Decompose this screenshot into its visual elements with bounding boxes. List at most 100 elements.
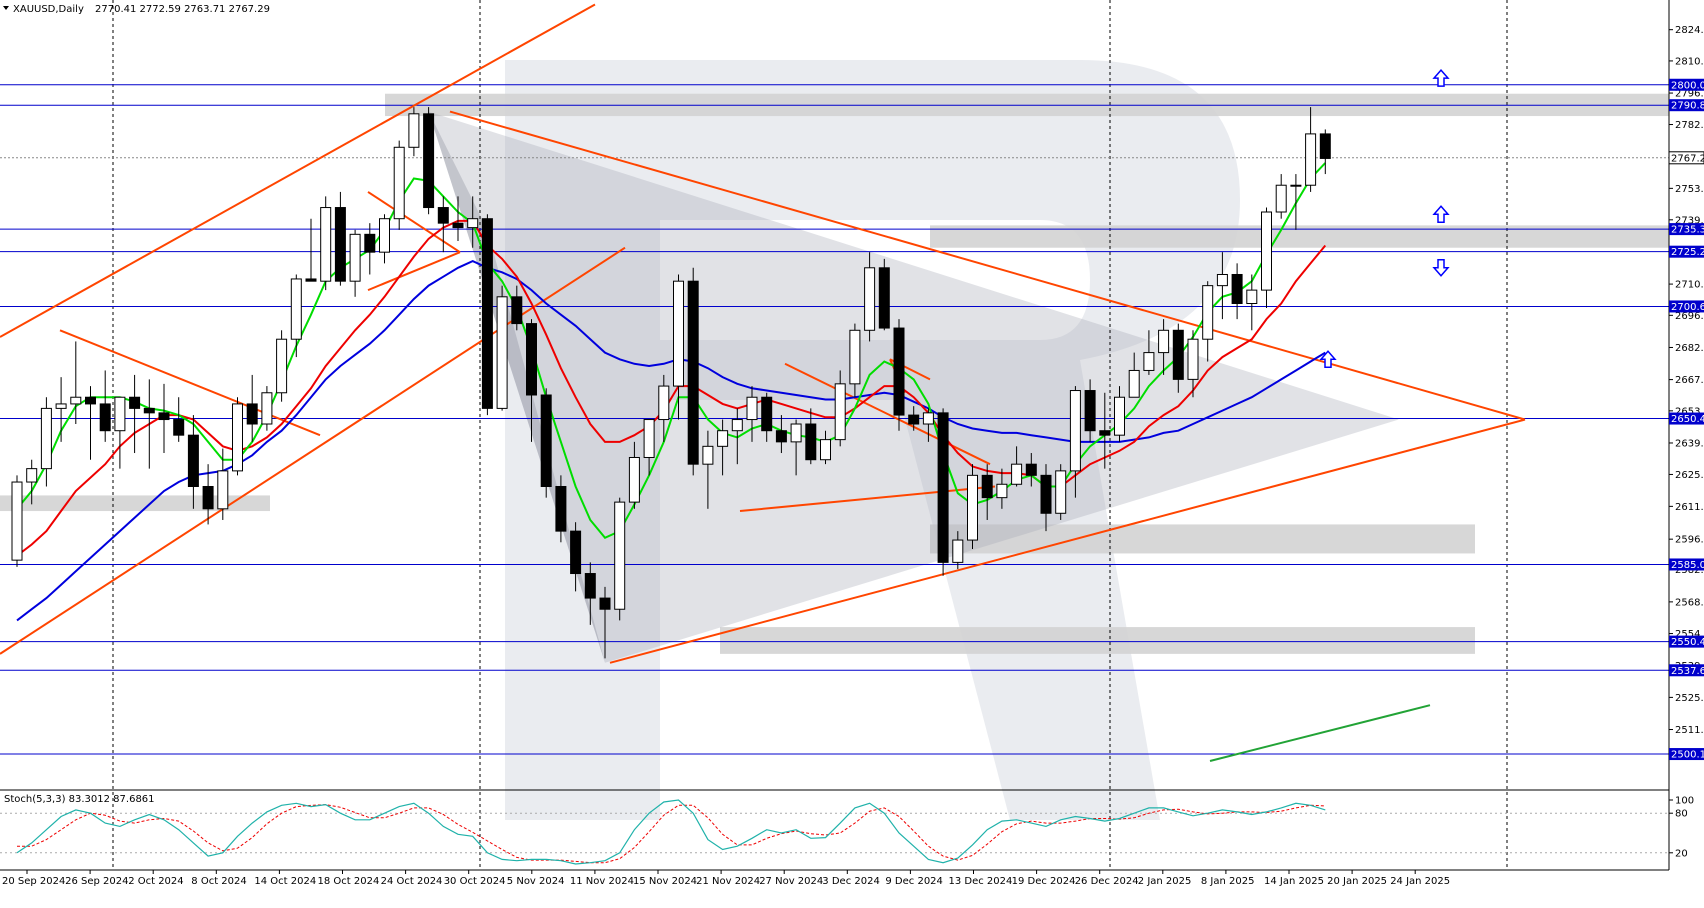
- price-tick-label: 2582.70: [1675, 565, 1704, 576]
- time-tick-label: 13 Dec 2024: [949, 876, 1013, 887]
- candle-body: [658, 385, 670, 421]
- candle-body: [864, 267, 876, 331]
- time-tick-label: 26 Sep 2024: [65, 876, 128, 887]
- level-price-tag: [1669, 412, 1704, 425]
- candle-body: [467, 218, 479, 229]
- symbol-label: XAUUSD,Daily: [13, 4, 84, 15]
- time-tick-label: 20 Jan 2025: [1327, 876, 1387, 887]
- trend-line: [59, 329, 321, 437]
- price-tick-label: 2782.20: [1675, 120, 1704, 131]
- trend-line: [449, 110, 1526, 421]
- trend-line-green: [1209, 704, 1431, 762]
- candle-body: [643, 419, 655, 458]
- candle-body: [496, 296, 508, 409]
- candle-body: [1025, 463, 1037, 476]
- level-price-tag: [1669, 664, 1704, 677]
- candle-body: [746, 396, 758, 421]
- candle-body: [717, 430, 729, 447]
- time-tick-label: 27 Nov 2024: [759, 876, 823, 887]
- candle-body: [937, 412, 949, 563]
- price-tick-label: 2696.70: [1675, 311, 1704, 322]
- price-tick-label: 2710.70: [1675, 280, 1704, 291]
- time-tick-label: 24 Jan 2025: [1390, 876, 1450, 887]
- candle-body: [731, 419, 743, 432]
- level-price-label: 2725.22: [1671, 247, 1704, 258]
- candle-body: [1275, 184, 1287, 213]
- price-tick-label: 2682.30: [1675, 343, 1704, 354]
- price-axis: 2511.102525.502539.802554.102568.302582.…: [1668, 25, 1704, 859]
- stoch-tick-label: 80: [1675, 809, 1688, 820]
- candle-body: [967, 474, 978, 541]
- price-tick-label: 2625.40: [1675, 470, 1704, 481]
- trend-line: [367, 191, 461, 254]
- level-price-tag: [1669, 223, 1704, 236]
- arrow-up-icon: [1319, 350, 1337, 369]
- price-tick-label: 2810.70: [1675, 56, 1704, 67]
- candle-body: [334, 207, 346, 282]
- trend-line: [0, 3, 596, 338]
- stoch-tick-label: 20: [1675, 848, 1688, 859]
- arrow-up-icon: [1432, 205, 1450, 223]
- time-axis: 20 Sep 2024 26 Sep 2024 2 Oct 2024 8 Oct 20…: [2, 870, 1450, 887]
- candle-body: [1055, 470, 1067, 514]
- price-levels: [0, 84, 1669, 755]
- price-tick-label: 2653.90: [1675, 406, 1704, 417]
- candle-body: [290, 278, 302, 340]
- time-tick-label: 3 Dec 2024: [822, 876, 880, 887]
- arrow-down-icon: [1432, 259, 1450, 277]
- level-price-tag: [1669, 748, 1704, 761]
- candle-body: [1158, 329, 1170, 354]
- time-tick-label: 14 Jan 2025: [1264, 876, 1324, 887]
- level-price-label: 2700.68: [1671, 302, 1704, 313]
- level-zone: [930, 225, 1669, 248]
- candle-body: [511, 296, 523, 325]
- candle-body: [452, 222, 464, 229]
- candle-body: [99, 403, 111, 432]
- level-price-label: 2790.86: [1671, 101, 1704, 112]
- current-price-tag: [1668, 151, 1704, 165]
- signal-arrows: [1319, 68, 1450, 369]
- candle-body: [437, 207, 449, 224]
- candle-body: [393, 146, 405, 220]
- candle-body: [55, 403, 67, 409]
- candle-body: [1099, 430, 1111, 436]
- collapse-triangle-icon[interactable]: [3, 6, 9, 10]
- candle-body: [1261, 211, 1272, 291]
- candle-body: [1290, 184, 1302, 187]
- candle-body: [775, 430, 787, 443]
- support-resistance-zones: [0, 93, 1669, 663]
- time-tick-label: 2 Oct 2024: [128, 876, 183, 887]
- price-tick-label: 2639.50: [1675, 438, 1704, 449]
- triangle-pattern-zone: [428, 111, 1399, 663]
- candle-body: [952, 539, 964, 563]
- candle-body: [70, 396, 82, 405]
- candle-body: [1187, 338, 1199, 380]
- level-price-tag: [1669, 558, 1704, 571]
- candle-body: [1069, 390, 1081, 472]
- candle-body: [1143, 352, 1155, 371]
- candle-body: [26, 468, 38, 483]
- level-price-label: 2550.49: [1671, 637, 1704, 648]
- stoch-tick-label: 100: [1675, 796, 1694, 807]
- time-tick-label: 18 Oct 2024: [318, 876, 380, 887]
- arrow-up-icon: [1432, 68, 1450, 87]
- trend-line: [609, 418, 1526, 664]
- candle-body: [202, 485, 214, 510]
- candle-body: [893, 327, 905, 416]
- time-tick-label: 19 Dec 2024: [1012, 876, 1076, 887]
- time-tick-label: 9 Dec 2024: [885, 876, 943, 887]
- level-price-label: 2800.02: [1671, 80, 1704, 91]
- trend-line: [784, 362, 991, 466]
- time-tick-label: 26 Dec 2024: [1075, 876, 1139, 887]
- candle-body: [1084, 390, 1096, 432]
- candle-body: [1128, 369, 1140, 398]
- price-tick-label: 2739.50: [1675, 215, 1704, 226]
- level-zone: [720, 627, 1475, 654]
- candle-body: [805, 423, 817, 461]
- level-zone: [930, 524, 1475, 554]
- candle-body: [114, 396, 126, 432]
- candle-body: [408, 113, 420, 148]
